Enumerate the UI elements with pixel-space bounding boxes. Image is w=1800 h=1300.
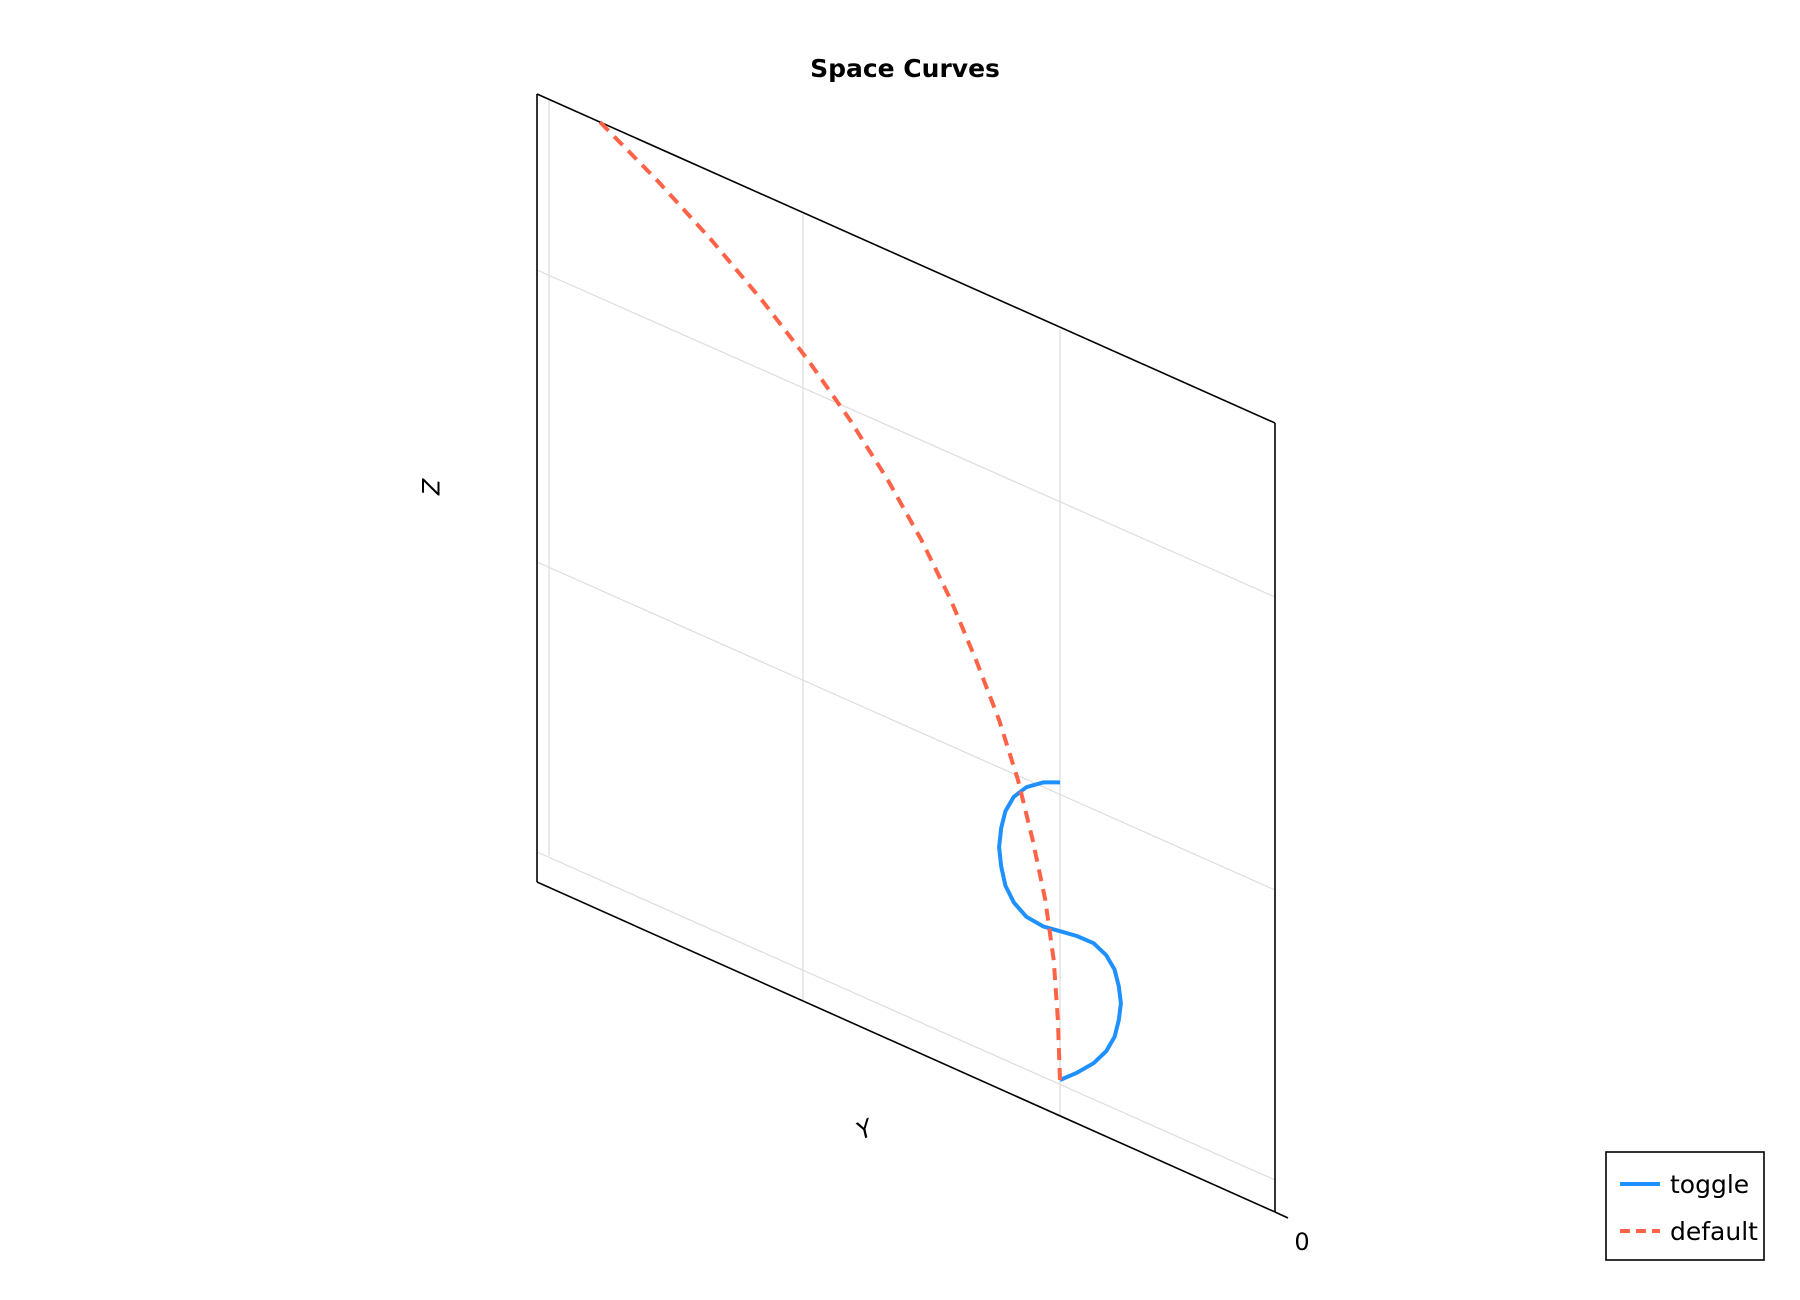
series-line-toggle [997, 780, 1123, 1082]
frame-bottom-edge [536, 881, 1276, 1213]
frame-bottom-tick [1274, 1211, 1289, 1219]
legend-label-default: default [1670, 1217, 1758, 1246]
grid-line-diagonal-3 [536, 851, 1276, 1181]
z-axis-label: Z [416, 478, 444, 496]
frame-top-edge [536, 93, 1276, 424]
x-axis-tick-label: 0 [1294, 1228, 1309, 1256]
series-layer [596, 118, 1123, 1082]
chart-title: Space Curves [810, 54, 1000, 83]
grid-layer [536, 98, 1276, 1181]
legend: toggle default [1605, 1151, 1765, 1261]
legend-box [1605, 1151, 1765, 1261]
y-axis-label: Y [852, 1113, 879, 1145]
series-line-default [596, 118, 1062, 1081]
legend-label-toggle: toggle [1670, 1170, 1749, 1199]
axis-frame [536, 93, 1289, 1219]
grid-line-diagonal-2 [536, 561, 1276, 891]
grid-line-diagonal-1 [536, 269, 1276, 598]
